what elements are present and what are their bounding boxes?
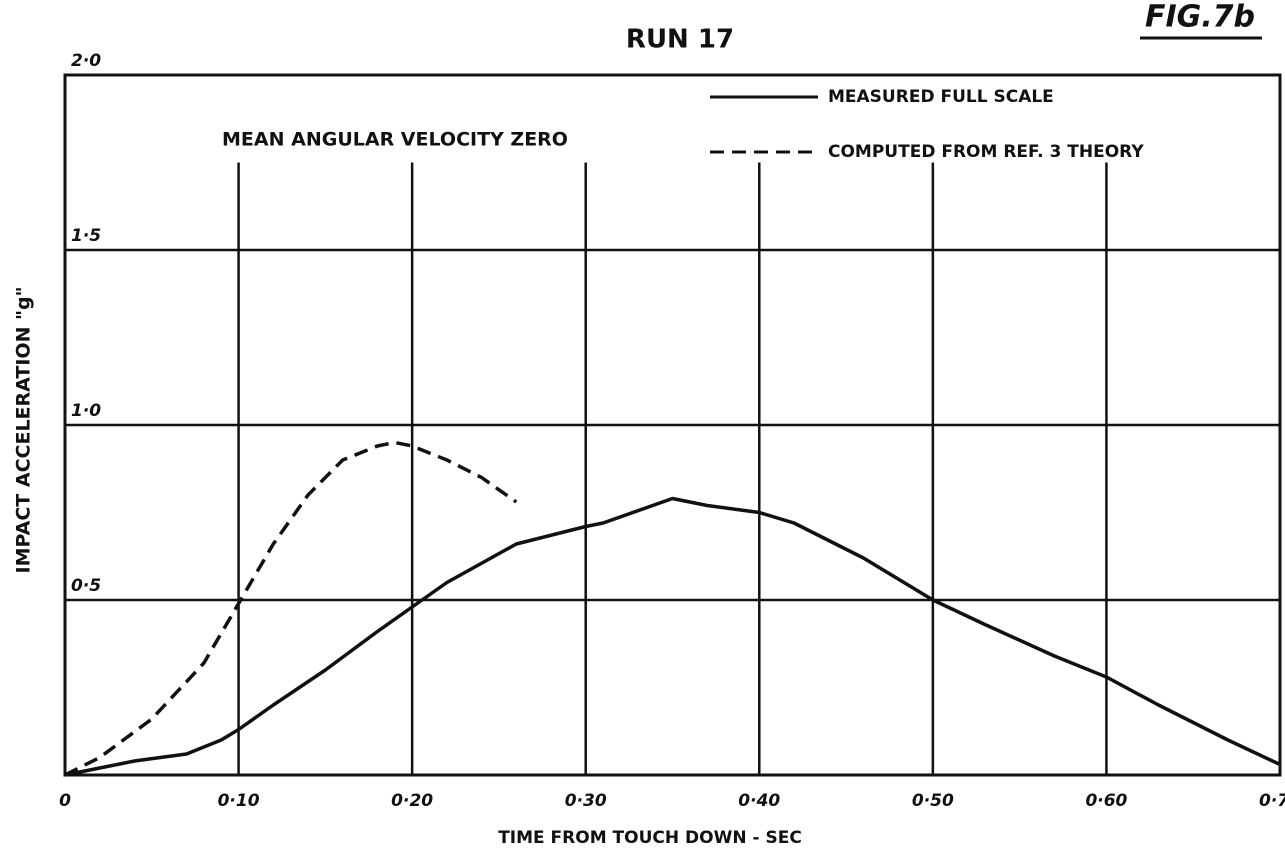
plot-frame <box>63 73 1282 777</box>
y-tick-label: 1·0 <box>71 401 101 421</box>
x-tick-label: 0·20 <box>391 791 433 811</box>
series-line <box>64 440 518 777</box>
y-axis-title: IMPACT ACCELERATION "g" <box>13 287 35 574</box>
annotation: MEAN ANGULAR VELOCITY ZERO <box>222 129 568 151</box>
y-tick-label: 2·0 <box>71 51 101 71</box>
x-tick-label: 0·70 <box>1259 791 1285 811</box>
x-tick-label: 0 <box>59 791 71 811</box>
legend-label: COMPUTED FROM REF. 3 THEORY <box>828 142 1144 162</box>
figure-label: FIG.7b <box>1145 0 1255 35</box>
x-axis-title: TIME FROM TOUCH DOWN - SEC <box>498 828 802 848</box>
chart-title: RUN 17 <box>626 25 734 55</box>
x-tick-label: 0·30 <box>565 791 607 811</box>
x-tick-label: 0·10 <box>218 791 260 811</box>
y-tick-label: 0·5 <box>71 576 101 596</box>
y-tick-label: 1·5 <box>71 226 101 246</box>
x-tick-label: 0·40 <box>738 791 780 811</box>
legend-label: MEASURED FULL SCALE <box>828 87 1054 107</box>
series-line <box>64 496 1281 777</box>
x-tick-label: 0·60 <box>1085 791 1127 811</box>
x-tick-label: 0·50 <box>912 791 954 811</box>
